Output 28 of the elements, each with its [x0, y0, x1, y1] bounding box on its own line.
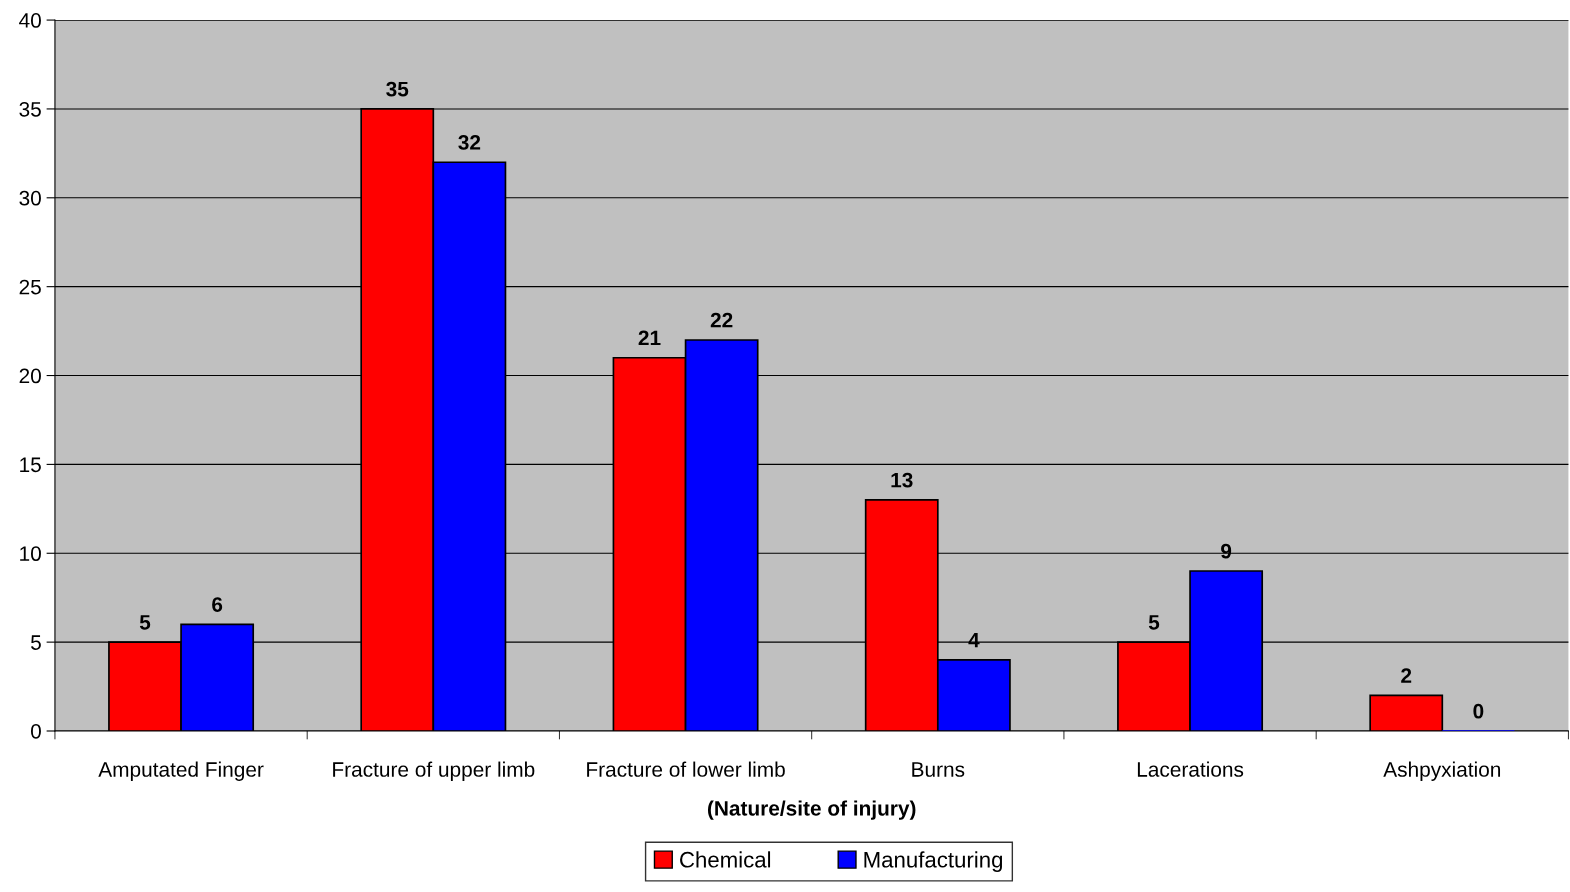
y-tick-label: 10	[20, 546, 41, 562]
data-label: 22	[710, 312, 733, 328]
y-tick-label: 25	[19, 279, 41, 295]
data-label: 35	[386, 81, 409, 97]
y-tick-label: 15	[20, 457, 41, 473]
y-tick-label: 35	[19, 101, 41, 117]
data-label: 32	[458, 135, 481, 150]
y-tick-label: 5	[31, 635, 41, 650]
y-tick-label: 30	[19, 190, 41, 206]
legend-label: Chemical	[680, 851, 771, 868]
data-label: 5	[1148, 615, 1160, 630]
legend-label: Manufacturing	[864, 851, 1003, 872]
y-tick-label: 40	[19, 13, 41, 28]
x-tick-label: Ashpyxiation	[1383, 761, 1501, 781]
x-tick-label: Lacerations	[1137, 761, 1244, 777]
y-tick-label: 0	[30, 724, 41, 739]
x-tick-label: Fracture of lower limb	[587, 761, 785, 777]
data-label: 2	[1401, 668, 1412, 683]
data-label: 5	[139, 615, 151, 630]
data-label: 21	[638, 330, 661, 346]
x-tick-label: Burns	[912, 762, 965, 777]
x-tick-label: Fracture of upper limb	[333, 761, 535, 781]
data-label: 0	[1473, 703, 1484, 719]
data-label: 13	[891, 472, 913, 488]
data-label: 6	[212, 597, 223, 612]
x-axis-title: (Nature/site of injury)	[707, 800, 916, 820]
x-tick-label: Amputated Finger	[98, 761, 264, 781]
y-tick-label: 20	[19, 368, 41, 384]
